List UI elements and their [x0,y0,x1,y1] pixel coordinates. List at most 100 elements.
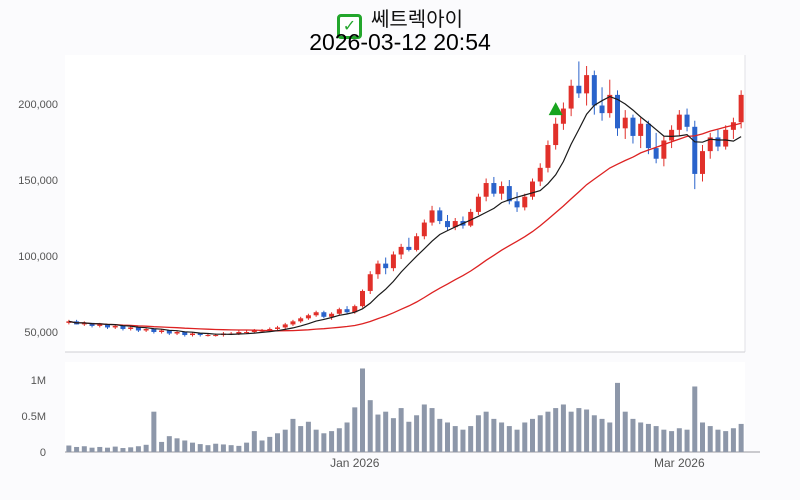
candle-body [437,210,443,222]
volume-bar [684,429,690,452]
candle-body [305,315,311,319]
volume-bar [475,415,481,452]
candle-body [468,211,474,226]
candle-body [97,324,103,326]
candle-body [197,333,203,336]
volume-bar [182,440,188,452]
candle-body [452,221,458,228]
volume-bar [105,447,110,452]
volume-bar [159,441,165,452]
candle-body [700,151,705,174]
candle-body [499,186,505,194]
volume-bar [336,428,342,452]
candle-body [661,140,667,159]
candle-body [615,94,620,129]
candle-body [414,236,420,250]
x-axis: Jan 2026 Mar 2026 [330,456,705,470]
candle-body [105,324,110,328]
candle-body [684,114,690,127]
volume-bar [723,431,729,452]
price-axis-label: 100,000 [18,251,58,263]
ma-slow-line [68,122,742,332]
candle-body [367,274,373,291]
chart-title-row: ✓ 쎄트렉아이 [0,3,800,39]
volume-bar [530,418,535,452]
candle-body [576,85,582,94]
volume-bar [259,440,265,452]
volume-bar [390,418,396,452]
volume-bar [166,436,172,452]
candle-body [553,123,559,146]
volume-bar [220,444,226,452]
volume-bar [645,423,651,452]
volume-bar [205,445,211,452]
volume-bar [514,429,520,452]
volume-bar [545,411,551,452]
volume-bar [244,442,250,452]
volume-bar [360,368,365,452]
volume-bar [275,433,280,452]
volume-axis-label: 1M [31,375,46,387]
candle-body [120,325,126,329]
candle-body [275,327,280,329]
candle-body [491,183,497,194]
volume-bar [638,422,644,452]
candle-body [715,137,721,147]
volume-bar [730,428,736,452]
price-axis-label: 50,000 [24,327,58,339]
chart-datetime: 2026-03-12 20:54 [309,29,491,55]
volume-bar [112,446,118,452]
candle-body [692,126,698,174]
volume-bar [576,408,582,452]
volume-bar [414,415,420,452]
volume-bar [213,443,219,452]
volume-bar [375,414,381,452]
candle-body [723,129,729,147]
volume-bar [568,411,574,452]
volume-bar [700,422,705,452]
candles [66,61,744,337]
volume-bar [622,411,628,452]
candle-body [607,94,613,114]
volume-bar [236,445,242,452]
candle-body [638,123,644,136]
volume-bar [468,426,474,452]
candle-body [298,318,304,322]
volume-axis-label: 0.5M [22,411,46,423]
candle-body [135,327,141,331]
volume-bar [151,411,157,452]
price-axis-label: 150,000 [18,175,58,187]
candle-body [89,322,95,326]
candle-body [591,75,597,106]
volume-bar [74,446,80,452]
checkbox-icon: ✓ [337,14,362,39]
candle-body [560,108,566,124]
volume-bar [437,418,443,452]
volume-bar [228,445,234,452]
volume-bar [421,404,427,452]
volume-bar [406,421,412,452]
volume-bar [669,431,675,452]
candle-body [622,117,628,129]
candle-body [730,122,736,130]
volume-bar [607,422,613,452]
candle-body [151,328,157,332]
ma-fast-line [68,95,742,336]
price-axis: 50,000 100,000 150,000 200,000 [18,99,58,339]
candle-body [445,221,450,228]
volume-bar [282,429,288,452]
volume-bar [190,442,195,452]
candle-body [599,105,605,114]
candle-body [190,333,195,336]
volume-bar [81,446,87,452]
volume-bar [352,407,358,452]
volume-bar [66,445,72,452]
candle-body [329,313,335,317]
candle-body [530,181,535,197]
volume-bar [305,421,311,452]
volume-bar [522,422,528,452]
candle-body [313,312,319,316]
candle-body [669,129,675,141]
candle-body [360,290,365,307]
volume-bar [553,408,559,452]
